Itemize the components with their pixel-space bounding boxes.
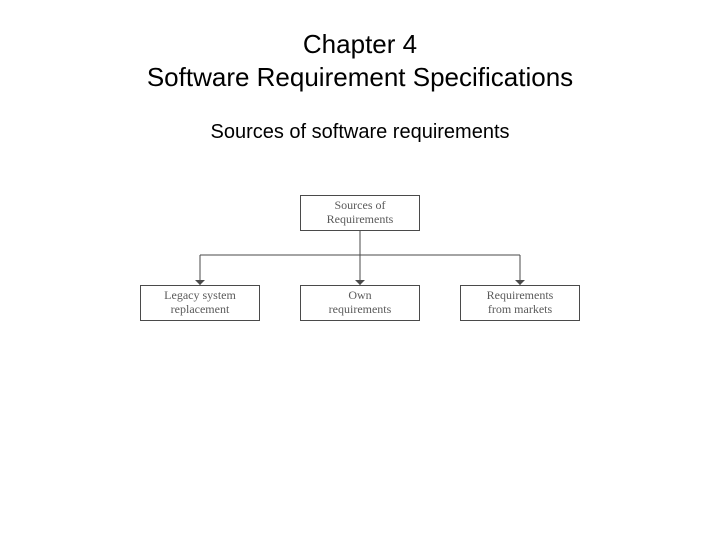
tree-node-label: Own [305, 289, 415, 303]
tree-node-label: replacement [145, 303, 255, 317]
tree-node-root: Sources ofRequirements [300, 195, 420, 231]
tree-node-label: Requirements [305, 213, 415, 227]
sources-tree-diagram: Sources ofRequirementsLegacy systemrepla… [0, 185, 720, 365]
tree-node-label: Sources of [305, 199, 415, 213]
tree-node-label: Legacy system [145, 289, 255, 303]
title-block: Chapter 4 Software Requirement Specifica… [0, 0, 720, 93]
tree-node-label: requirements [305, 303, 415, 317]
tree-node-leaf3: Requirementsfrom markets [460, 285, 580, 321]
title-line-2: Software Requirement Specifications [0, 61, 720, 94]
tree-node-label: from markets [465, 303, 575, 317]
tree-node-leaf2: Ownrequirements [300, 285, 420, 321]
subtitle: Sources of software requirements [0, 121, 720, 144]
tree-node-label: Requirements [465, 289, 575, 303]
title-line-1: Chapter 4 [0, 28, 720, 61]
tree-node-leaf1: Legacy systemreplacement [140, 285, 260, 321]
slide-page: Chapter 4 Software Requirement Specifica… [0, 0, 720, 540]
